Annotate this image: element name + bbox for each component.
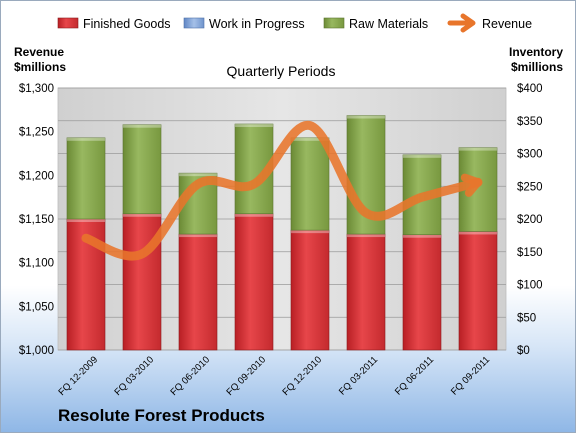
bar-raw-materials [122, 124, 162, 215]
company-name: Resolute Forest Products [58, 406, 265, 425]
right-tick-label: $100 [517, 280, 543, 292]
legend-swatch-finished-goods [57, 17, 79, 29]
bar-raw-materials-highlight [291, 137, 329, 141]
left-axis-title-line1: Revenue [14, 45, 64, 59]
bar-raw-materials [290, 137, 330, 231]
legend-arrow-revenue [447, 13, 476, 33]
right-axis-ticks: $0 $50 $100 $150 $200 $250 $300 $350 $400 [517, 83, 543, 357]
bar-finished-goods [346, 233, 386, 351]
legend-label-revenue: Revenue [482, 17, 532, 31]
right-tick-label: $150 [517, 247, 543, 259]
bar-finished-goods-highlight [403, 234, 441, 238]
bar-finished-goods [290, 229, 330, 351]
bar-finished-goods-highlight [67, 219, 105, 222]
x-tick-label: FQ 06-2011 [393, 354, 436, 397]
bar-finished-goods [402, 234, 442, 351]
right-tick-label: $200 [517, 214, 543, 226]
right-tick-label: $250 [517, 181, 543, 193]
left-axis-ticks: $1,000 $1,050 $1,100 $1,150 $1,200 $1,250 $1,3… [19, 83, 54, 357]
legend-label-finished-goods: Finished Goods [83, 17, 171, 31]
left-tick-label: $1,200 [19, 170, 54, 182]
legend-swatch-work-in-progress [183, 17, 205, 29]
left-tick-label: $1,300 [19, 83, 54, 95]
right-tick-label: $350 [517, 116, 543, 128]
chart-subtitle: Quarterly Periods [227, 63, 336, 79]
bar-finished-goods [178, 233, 218, 351]
bar-raw-materials [66, 137, 106, 220]
x-tick-label: FQ 09-2010 [224, 354, 268, 398]
left-tick-label: $1,050 [19, 301, 54, 313]
right-tick-label: $400 [517, 83, 543, 95]
bar-finished-goods [458, 231, 498, 351]
bar-raw-materials-highlight [459, 147, 497, 151]
bar-finished-goods-highlight [459, 231, 497, 235]
bar-raw-materials-highlight [347, 115, 385, 119]
legend: Finished Goods Work in Progress Raw Mate… [57, 13, 532, 33]
revenue-arrowhead [460, 173, 482, 197]
x-tick-label: FQ 03-2011 [337, 354, 380, 397]
right-tick-label: $50 [517, 312, 536, 324]
legend-label-raw-materials: Raw Materials [349, 17, 428, 31]
x-tick-label: FQ 03-2010 [112, 354, 156, 398]
x-tick-label: FQ 06-2010 [168, 354, 212, 398]
bar-finished-goods [234, 213, 274, 351]
revenue-line [81, 121, 483, 261]
bar-raw-materials-highlight [67, 137, 105, 141]
bar-finished-goods-highlight [347, 234, 385, 238]
bar-finished-goods-highlight [123, 213, 161, 217]
right-axis-title-line2: $millions [511, 60, 563, 74]
x-axis-ticks: FQ 12-2009 FQ 03-2010 FQ 06-2010 FQ 09-2010… [56, 354, 492, 398]
bar-raw-materials-highlight [123, 124, 161, 128]
bar-raw-materials-highlight [179, 173, 217, 177]
x-tick-label: FQ 12-2009 [56, 354, 100, 398]
legend-label-work-in-progress: Work in Progress [209, 17, 305, 31]
left-tick-label: $1,100 [19, 258, 54, 270]
left-axis-title-line2: $millions [14, 60, 66, 74]
right-tick-label: $300 [517, 149, 543, 161]
left-tick-label: $1,150 [19, 214, 54, 226]
bar-raw-materials-highlight [403, 154, 441, 158]
right-tick-label: $0 [517, 345, 530, 357]
right-axis-title-line1: Inventory [509, 45, 563, 59]
legend-swatch-raw-materials [323, 17, 345, 29]
x-tick-label: FQ 09-2011 [449, 354, 492, 397]
bar-finished-goods-highlight [179, 234, 217, 238]
bar-finished-goods-highlight [291, 230, 329, 234]
bar-raw-materials-highlight [235, 124, 273, 128]
revenue-line-group [81, 121, 483, 261]
bar-finished-goods-highlight [235, 213, 273, 217]
left-tick-label: $1,250 [19, 127, 54, 139]
x-tick-label: FQ 12-2010 [280, 354, 324, 398]
left-tick-label: $1,000 [19, 345, 54, 357]
